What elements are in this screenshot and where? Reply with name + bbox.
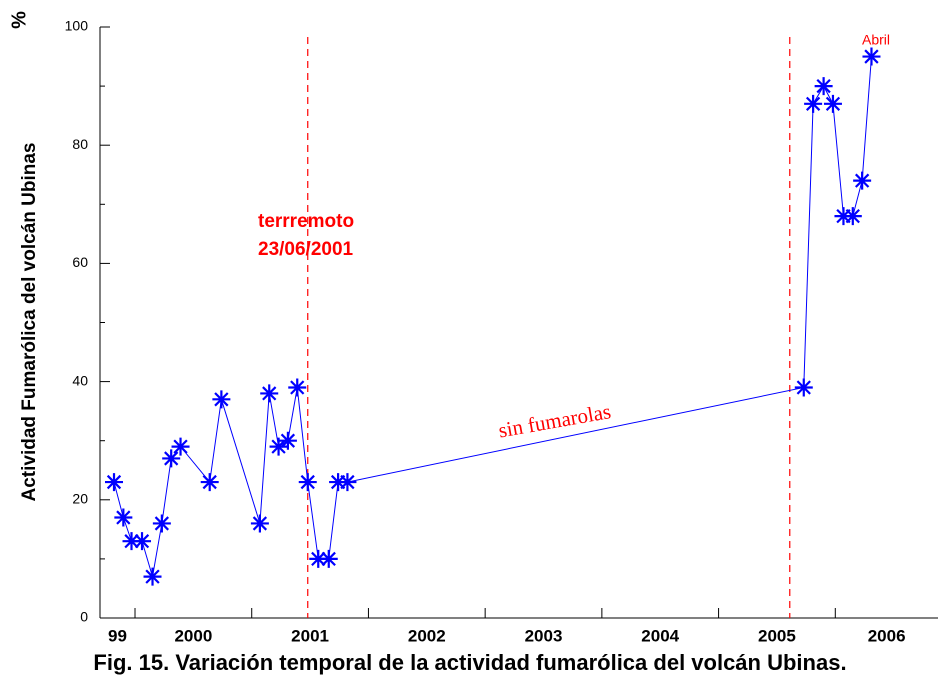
x-tick-label: 2004 <box>641 626 679 645</box>
marker <box>338 473 357 492</box>
marker <box>288 378 307 397</box>
y-tick-label: 60 <box>72 254 88 270</box>
y-tick-label: 40 <box>72 372 88 388</box>
x-tick-label: 99 <box>108 626 127 645</box>
marker <box>143 567 162 586</box>
marker <box>309 549 328 568</box>
y-axis-label: Actividad Fumarólica del volcán Ubinas <box>19 143 40 502</box>
marker <box>862 47 881 66</box>
y-tick-label: 20 <box>72 491 88 507</box>
marker <box>114 508 133 527</box>
x-tick-label: 2000 <box>174 626 212 645</box>
marker <box>843 207 862 226</box>
annotation: terrremoto <box>258 211 354 232</box>
marker <box>853 171 872 190</box>
marker <box>298 473 317 492</box>
marker <box>814 77 833 96</box>
y-axis-unit: % <box>8 11 30 29</box>
annotation: sin fumarolas <box>497 399 613 442</box>
annotation: 23/06/2001 <box>258 239 354 260</box>
marker <box>260 384 279 403</box>
marker <box>329 473 348 492</box>
marker <box>212 390 231 409</box>
marker <box>269 437 288 456</box>
marker <box>152 514 171 533</box>
data-line <box>113 56 872 577</box>
x-tick-label: 2006 <box>868 626 906 645</box>
y-tick-label: 0 <box>80 609 88 625</box>
y-tick-label: 100 <box>65 18 89 34</box>
x-tick-label: 2002 <box>408 626 446 645</box>
marker <box>823 94 842 113</box>
marker <box>200 473 219 492</box>
x-tick-label: 2001 <box>291 626 329 645</box>
x-tick-label: 2005 <box>758 626 796 645</box>
chart-title: Fig. 15. Variación temporal de la activi… <box>93 650 846 675</box>
marker <box>278 431 297 450</box>
annotation: Abril <box>862 32 890 48</box>
marker <box>162 449 181 468</box>
marker <box>319 549 338 568</box>
y-tick-label: 80 <box>72 136 88 152</box>
marker <box>122 532 141 551</box>
marker <box>250 514 269 533</box>
x-tick-label: 2003 <box>525 626 563 645</box>
marker <box>105 473 124 492</box>
marker <box>171 437 190 456</box>
marker <box>804 94 823 113</box>
marker <box>794 378 813 397</box>
marker <box>834 207 853 226</box>
marker <box>133 532 152 551</box>
